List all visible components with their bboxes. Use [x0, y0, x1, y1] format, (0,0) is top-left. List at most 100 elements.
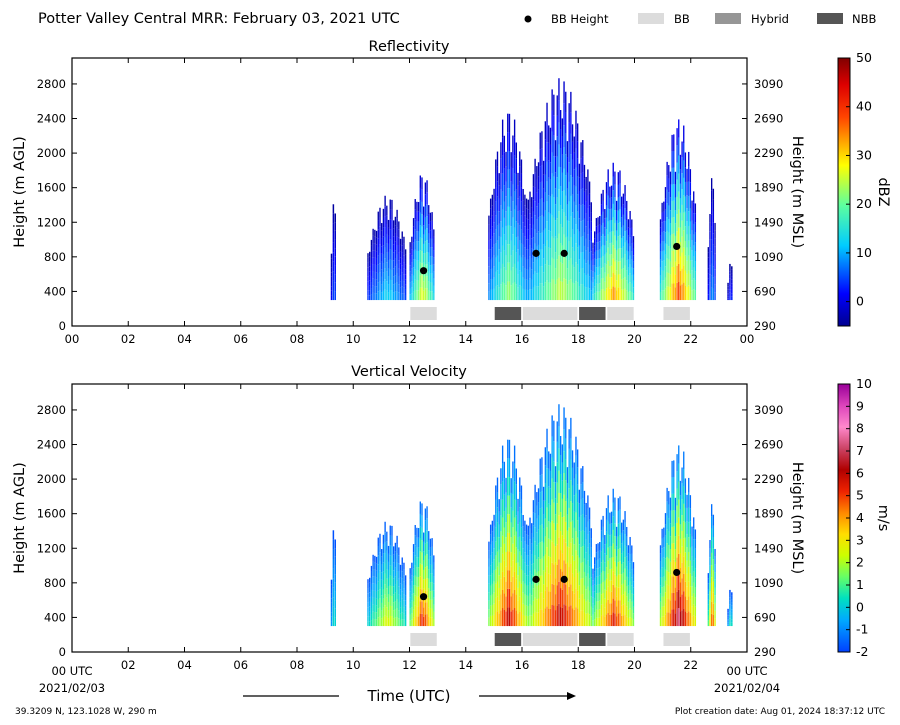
- velocity-echo-cell: [688, 492, 690, 508]
- velocity-echo-cell: [404, 575, 407, 581]
- velocity-echo-cell: [396, 589, 398, 599]
- velocity-echo-cell: [551, 478, 553, 500]
- velocity-echo-cell: [678, 571, 680, 590]
- reflectivity-echo-cell: [573, 152, 575, 170]
- reflectivity-echo-cell: [631, 251, 633, 260]
- reflectivity-echo-cell: [684, 211, 687, 227]
- reflectivity-echo-cell: [588, 205, 591, 218]
- velocity-echo-cell: [566, 594, 569, 611]
- velocity-echo-cell: [590, 538, 592, 548]
- reflectivity-echo-cell: [381, 292, 383, 301]
- velocity-echo-cell: [612, 502, 614, 517]
- reflectivity-echo-cell: [673, 283, 675, 301]
- velocity-echo-cell: [571, 555, 574, 574]
- velocity-echo-cell: [379, 552, 381, 562]
- velocity-echo-cell: [609, 569, 611, 581]
- velocity-echo-cell: [558, 603, 560, 627]
- velocity-echo-cell: [621, 563, 623, 575]
- velocity-echo-cell: [495, 583, 497, 598]
- reflectivity-echo-cell: [686, 195, 688, 209]
- reflectivity-echo-cell: [686, 273, 688, 287]
- reflectivity-echo-cell: [578, 272, 581, 287]
- velocity-echo-cell: [537, 488, 540, 503]
- reflectivity-echo-cell: [417, 241, 420, 252]
- velocity-echo-cell: [375, 570, 378, 578]
- velocity-echo-cell: [621, 574, 623, 585]
- reflectivity-echo-cell: [546, 280, 548, 301]
- velocity-echo-cell: [607, 586, 609, 600]
- velocity-echo-cell: [689, 547, 692, 561]
- velocity-echo-cell: [712, 548, 715, 560]
- reflectivity-echo-cell: [429, 256, 432, 266]
- velocity-echo-cell: [617, 587, 619, 601]
- reflectivity-echo-cell: [632, 287, 635, 294]
- reflectivity-echo-cell: [517, 261, 519, 275]
- reflectivity-echo-cell: [729, 292, 731, 297]
- reflectivity-echo-cell: [604, 281, 606, 291]
- velocity-echo-cell: [330, 621, 333, 627]
- velocity-echo-cell: [498, 613, 500, 627]
- reflectivity-echo-cell: [517, 198, 519, 212]
- reflectivity-echo-cell: [595, 283, 598, 292]
- velocity-echo-cell: [513, 499, 516, 518]
- reflectivity-echo-cell: [537, 286, 540, 301]
- reflectivity-echo-cell: [399, 281, 402, 288]
- reflectivity-echo-cell: [503, 250, 506, 268]
- reflectivity-echo-cell: [686, 286, 688, 301]
- velocity-echo-cell: [668, 558, 670, 573]
- velocity-echo-cell: [594, 605, 596, 613]
- velocity-echo-cell: [689, 495, 692, 509]
- reflectivity-echo-cell: [664, 243, 667, 255]
- reflectivity-echo-cell: [414, 209, 416, 220]
- reflectivity-echo-cell: [515, 205, 518, 222]
- legend: BB Height BB Hybrid NBB: [524, 12, 876, 26]
- velocity-echo-cell: [614, 497, 616, 511]
- reflectivity-echo-cell: [489, 218, 492, 230]
- velocity-echo-cell: [370, 571, 373, 578]
- reflectivity-echo-cell: [688, 166, 690, 182]
- reflectivity-echo-cell: [604, 209, 606, 219]
- velocity-echo-cell: [414, 595, 416, 606]
- reflectivity-echo-cell: [433, 285, 435, 293]
- reflectivity-echo-cell: [582, 236, 584, 253]
- velocity-echo-cell: [729, 618, 731, 623]
- reflectivity-echo-cell: [429, 230, 432, 239]
- velocity-echo-cell: [541, 491, 543, 508]
- velocity-echo-cell: [391, 555, 393, 566]
- velocity-echo-cell: [426, 506, 428, 519]
- reflectivity-echo-cell: [663, 290, 665, 301]
- velocity-echo-cell: [624, 580, 626, 592]
- velocity-echo-cell: [532, 525, 535, 538]
- reflectivity-echo-cell: [498, 198, 500, 212]
- velocity-echo-cell: [678, 535, 680, 554]
- velocity-echo-cell: [391, 535, 393, 546]
- reflectivity-echo-cell: [510, 211, 512, 227]
- velocity-echo-cell: [684, 596, 687, 612]
- velocity-echo-cell: [549, 505, 552, 523]
- velocity-echo-cell: [549, 591, 552, 609]
- velocity-echo-cell: [576, 537, 579, 556]
- reflectivity-echo-cell: [594, 286, 596, 294]
- velocity-echo-cell: [334, 582, 336, 592]
- velocity-echo-cell: [531, 543, 533, 555]
- reflectivity-echo-cell: [693, 202, 695, 214]
- reflectivity-x-ticks: 00 02 04 06 08 10 12 14 16 18 20 22 00: [65, 58, 754, 346]
- velocity-echo-cell: [381, 618, 383, 627]
- reflectivity-echo-cell: [536, 192, 538, 207]
- velocity-echo-cell: [684, 507, 687, 523]
- velocity-echo-cell: [689, 586, 692, 600]
- reflectivity-echo-cell: [587, 169, 589, 183]
- velocity-echo-cell: [508, 477, 511, 496]
- reflectivity-echo-cell: [401, 258, 403, 266]
- velocity-echo-cell: [571, 520, 574, 539]
- reflectivity-echo-cell: [498, 211, 500, 224]
- velocity-echo-cell: [727, 619, 729, 621]
- velocity-echo-cell: [609, 523, 611, 536]
- reflectivity-echo-cell: [416, 241, 418, 251]
- reflectivity-echo-cell: [566, 188, 569, 205]
- velocity-echo-cell: [498, 499, 500, 512]
- velocity-echo-cell: [605, 578, 608, 591]
- velocity-echo-cell: [605, 555, 608, 568]
